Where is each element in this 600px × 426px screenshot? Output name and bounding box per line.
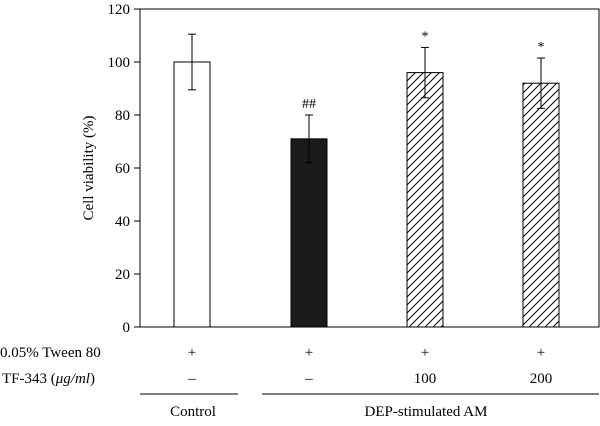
condition-value: +	[188, 345, 196, 361]
condition-value: +	[421, 345, 429, 361]
error-bars	[188, 33, 545, 164]
condition-label-tf343: TF-343 (μg/ml)	[2, 371, 95, 387]
condition-value: –	[187, 371, 196, 387]
condition-value: +	[305, 345, 313, 361]
bar-4	[522, 82, 560, 328]
error-bar-4	[537, 57, 545, 109]
y-tick-label: 0	[123, 320, 131, 336]
bar-1	[173, 61, 211, 328]
condition-table: 0.05% Tween 80 TF-343 (μg/ml) + + + + – – 100 2…	[0, 345, 599, 420]
error-bar-1	[188, 33, 196, 91]
y-tick-label: 40	[115, 214, 130, 230]
condition-values: + + + + – – 100 200	[187, 345, 552, 387]
error-bar-3	[421, 46, 429, 99]
significance-mark-2: ##	[302, 97, 316, 112]
bar-2	[290, 138, 328, 328]
y-tick-label: 120	[108, 2, 131, 18]
bar-3	[406, 72, 444, 328]
condition-value: 200	[530, 371, 553, 387]
y-tick-label: 60	[115, 161, 130, 177]
condition-value: 100	[414, 371, 437, 387]
group-label-dep: DEP-stimulated AM	[365, 404, 488, 420]
group-label-control: Control	[170, 404, 216, 420]
error-bar-2	[305, 114, 313, 164]
condition-value: –	[304, 371, 313, 387]
y-tick-label: 80	[115, 108, 130, 124]
y-tick-label: 20	[115, 267, 130, 283]
bars	[173, 61, 560, 328]
condition-label-tween: 0.05% Tween 80	[0, 345, 101, 361]
annotations: ## * *	[302, 29, 545, 112]
y-axis-label: Cell viability (%)	[81, 116, 97, 221]
significance-mark-4: *	[538, 40, 545, 55]
y-tick-label: 100	[108, 55, 131, 71]
condition-value: +	[537, 345, 545, 361]
significance-mark-3: *	[422, 29, 429, 44]
y-axis: 0 20 40 60 80 100 120	[108, 2, 140, 336]
